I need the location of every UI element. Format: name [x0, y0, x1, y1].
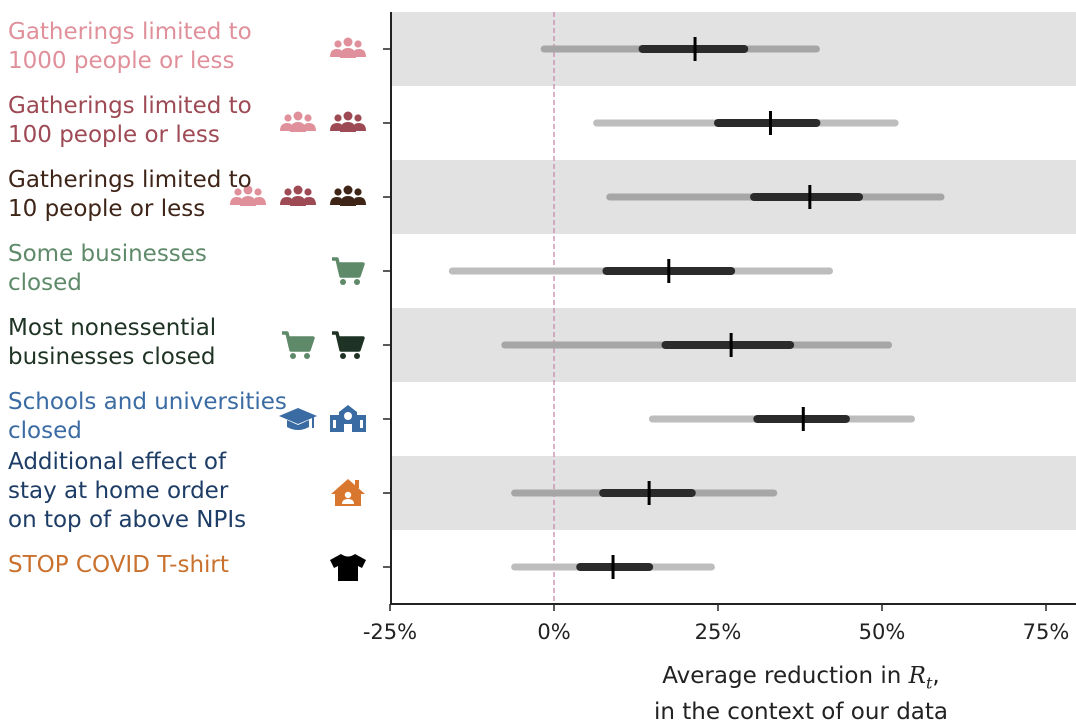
- row-label: STOP COVID T-shirt: [8, 551, 229, 578]
- group-icon: [330, 111, 366, 132]
- x-tick-label: 25%: [695, 620, 742, 644]
- row-label: Gatherings limited to 10 people or less: [8, 167, 252, 222]
- x-axis-label-line1: Average reduction in Rt,: [662, 663, 940, 693]
- x-axis-label-line2: in the context of our data: [653, 698, 949, 725]
- row-label: Some businesses closed: [8, 241, 207, 296]
- x-tick-label: 75%: [1023, 620, 1070, 644]
- x-tick-label: 50%: [859, 620, 906, 644]
- cart-icon: [332, 331, 365, 359]
- row-label: Schools and universities closed: [8, 389, 287, 444]
- home-icon: [331, 479, 365, 506]
- group-icon: [230, 185, 266, 206]
- school-icon: [330, 405, 366, 432]
- graduation-cap-icon: [279, 408, 317, 430]
- x-tick-label: 0%: [537, 620, 570, 644]
- row-label: Most nonessential businesses closed: [8, 315, 217, 370]
- group-icon: [280, 185, 316, 206]
- tshirt-icon: [330, 554, 366, 581]
- row-label: Gatherings limited to 1000 people or les…: [8, 19, 252, 74]
- row-label: Additional effect of stay at home order …: [8, 448, 247, 533]
- group-icon: [280, 111, 316, 132]
- x-tick-label: -25%: [363, 620, 417, 644]
- group-icon: [330, 185, 366, 206]
- x-axis-label: Average reduction in Rt, in the context …: [601, 662, 1001, 726]
- row-label: Gatherings limited to 100 people or less: [8, 93, 252, 148]
- cart-icon: [332, 257, 365, 285]
- group-icon: [330, 37, 366, 58]
- cart-icon: [282, 331, 315, 359]
